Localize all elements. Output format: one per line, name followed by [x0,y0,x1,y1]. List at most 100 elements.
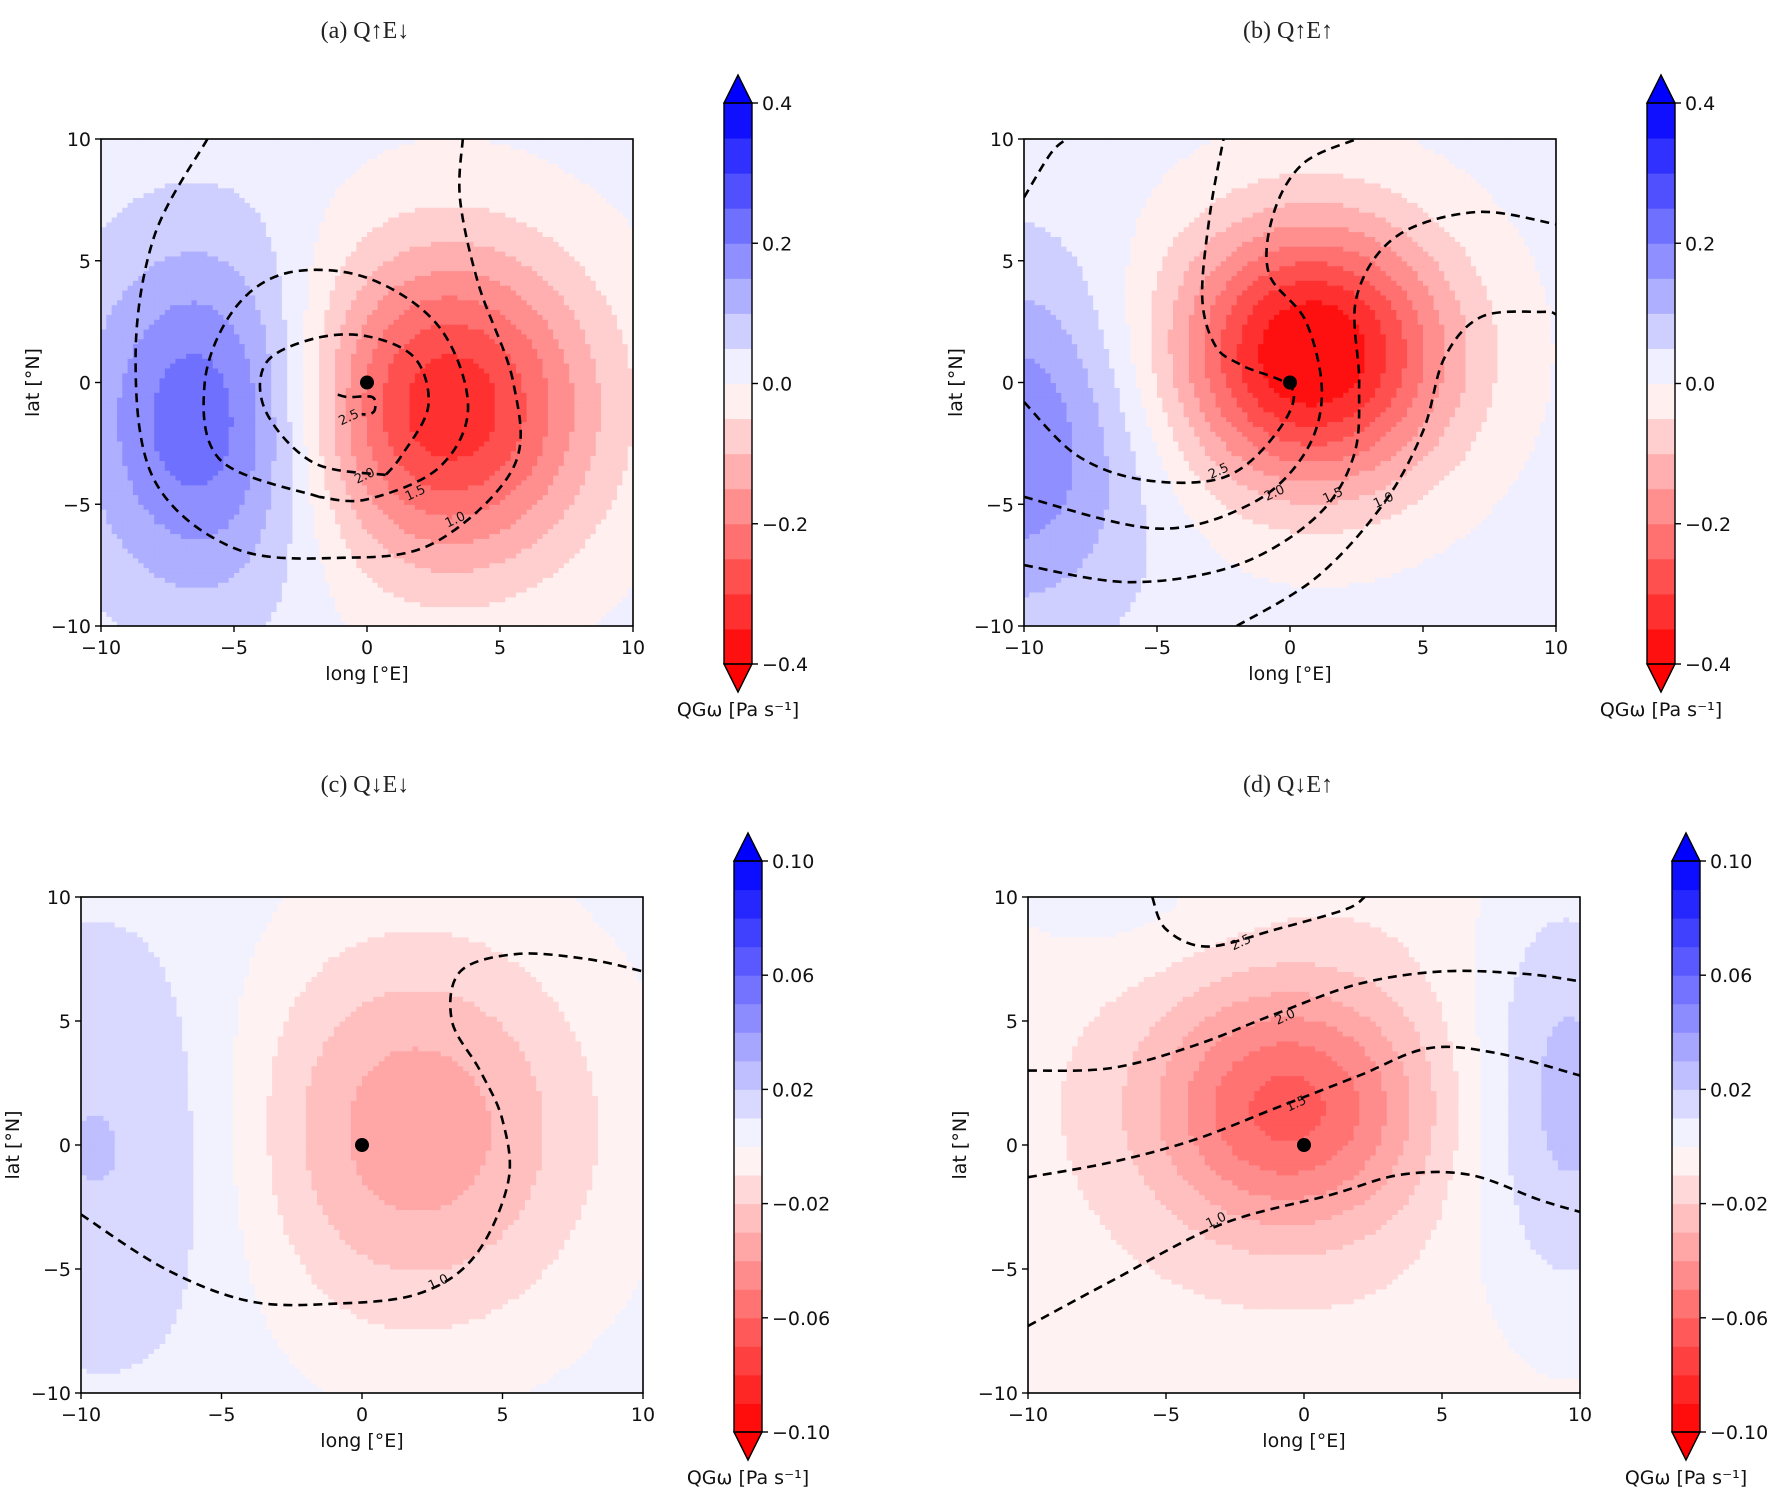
field-cell [143,251,150,257]
field-cell [122,143,129,150]
field-cell [292,260,299,267]
field-cell [106,552,113,559]
field-cell [218,475,224,481]
field-cell [218,221,224,228]
field-cell [329,504,336,510]
field-cell [212,601,219,608]
field-cell [202,177,208,184]
field-cell [111,494,118,500]
field-cell [170,241,177,247]
field-cell [138,577,145,583]
field-cell [127,153,134,160]
field-cell [175,455,182,462]
field-cell [351,182,357,189]
field-cell [186,416,193,423]
field-cell [287,518,294,525]
field-cell [239,280,246,286]
field-cell [106,275,113,281]
field-cell [154,255,161,262]
field-cell [361,436,368,442]
field-cell [249,484,256,491]
field-cell [127,226,134,233]
field-cell [265,411,272,418]
field-cell [186,470,193,476]
field-cell [234,411,240,418]
field-cell [122,202,129,208]
field-cell [297,513,304,520]
field-cell [191,226,198,233]
field-cell [351,314,357,320]
field-cell [101,621,107,626]
field-cell [143,173,150,179]
field-cell [265,504,272,510]
field-cell [361,499,368,505]
field-cell [351,528,357,535]
field-cell [234,460,240,466]
field-cell [340,289,347,296]
field-cell [281,216,288,223]
field-cell [101,148,107,155]
field-cell [303,606,310,612]
field-cell [170,431,177,437]
field-cell [111,333,118,340]
field-cell [191,431,198,437]
field-cell [276,270,283,276]
field-cell [180,207,187,213]
field-cell [234,299,240,306]
field-cell [271,377,278,384]
field-cell [122,616,129,622]
field-cell [319,202,326,208]
field-cell [138,285,145,291]
field-cell [218,587,224,593]
field-cell [207,192,214,199]
field-cell [345,416,352,423]
field-cell [154,299,161,306]
field-cell [239,314,246,320]
field-cell [276,216,283,223]
field-cell [138,163,145,169]
field-cell [287,319,294,325]
field-cell [202,528,208,535]
field-cell [180,450,187,457]
field-cell [191,143,198,150]
field-cell [116,426,123,432]
field-cell [223,470,230,476]
field-cell [356,484,363,491]
field-cell [356,548,363,554]
field-cell [239,246,246,252]
field-cell [329,548,336,554]
field-cell [175,153,182,160]
field-cell [196,523,203,530]
field-cell [351,406,357,413]
field-cell [345,513,352,520]
field-cell [356,139,363,145]
field-cell [207,406,214,413]
field-cell [228,343,235,350]
field-cell [271,426,278,432]
field-cell [154,401,161,408]
field-cell [324,260,331,267]
field-cell [218,465,224,471]
field-cell [329,479,336,486]
field-cell [132,582,139,588]
field-cell [249,168,256,174]
field-cell [111,265,118,272]
field-cell [281,348,288,354]
field-cell [101,314,107,320]
field-cell [255,499,262,505]
field-cell [186,207,193,213]
field-cell [260,182,267,189]
field-cell [207,572,214,578]
field-cell [159,406,166,413]
field-cell [340,212,347,218]
field-cell [148,236,155,242]
field-cell [159,251,166,257]
field-cell [303,241,310,247]
field-cell [143,353,150,359]
field-cell [101,426,107,432]
field-cell [143,548,150,554]
field-cell [303,280,310,286]
field-cell [335,499,341,505]
field-cell [186,304,193,311]
field-cell [138,251,145,257]
